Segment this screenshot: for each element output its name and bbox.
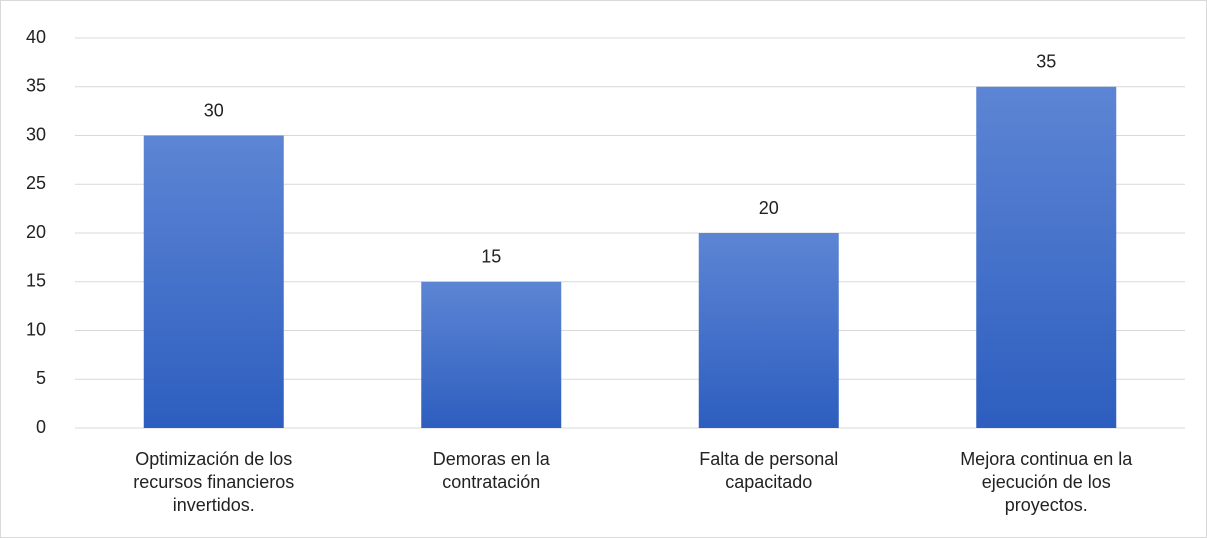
y-tick-label: 25 xyxy=(26,173,46,193)
y-tick-label: 5 xyxy=(36,368,46,388)
data-label: 35 xyxy=(1036,52,1056,72)
y-tick-label: 30 xyxy=(26,124,46,144)
x-tick-label: Falta de personal capacitado xyxy=(699,449,838,492)
y-tick-label: 35 xyxy=(26,76,46,96)
bar xyxy=(143,135,284,428)
data-label: 15 xyxy=(481,247,501,267)
y-tick-label: 0 xyxy=(36,417,46,437)
data-label: 20 xyxy=(759,198,779,218)
x-tick-label: Mejora continua en la ejecución de los pro… xyxy=(960,449,1133,515)
bar xyxy=(421,281,562,428)
y-tick-label: 15 xyxy=(26,271,46,291)
y-tick-label: 20 xyxy=(26,222,46,242)
bar xyxy=(976,86,1117,428)
x-tick-label: Optimización de los recursos financieros i… xyxy=(133,449,294,515)
bar xyxy=(698,233,839,428)
y-tick-label: 40 xyxy=(26,27,46,47)
x-tick-label: Demoras en la contratación xyxy=(433,449,551,492)
y-tick-label: 10 xyxy=(26,319,46,339)
data-label: 30 xyxy=(204,100,224,120)
